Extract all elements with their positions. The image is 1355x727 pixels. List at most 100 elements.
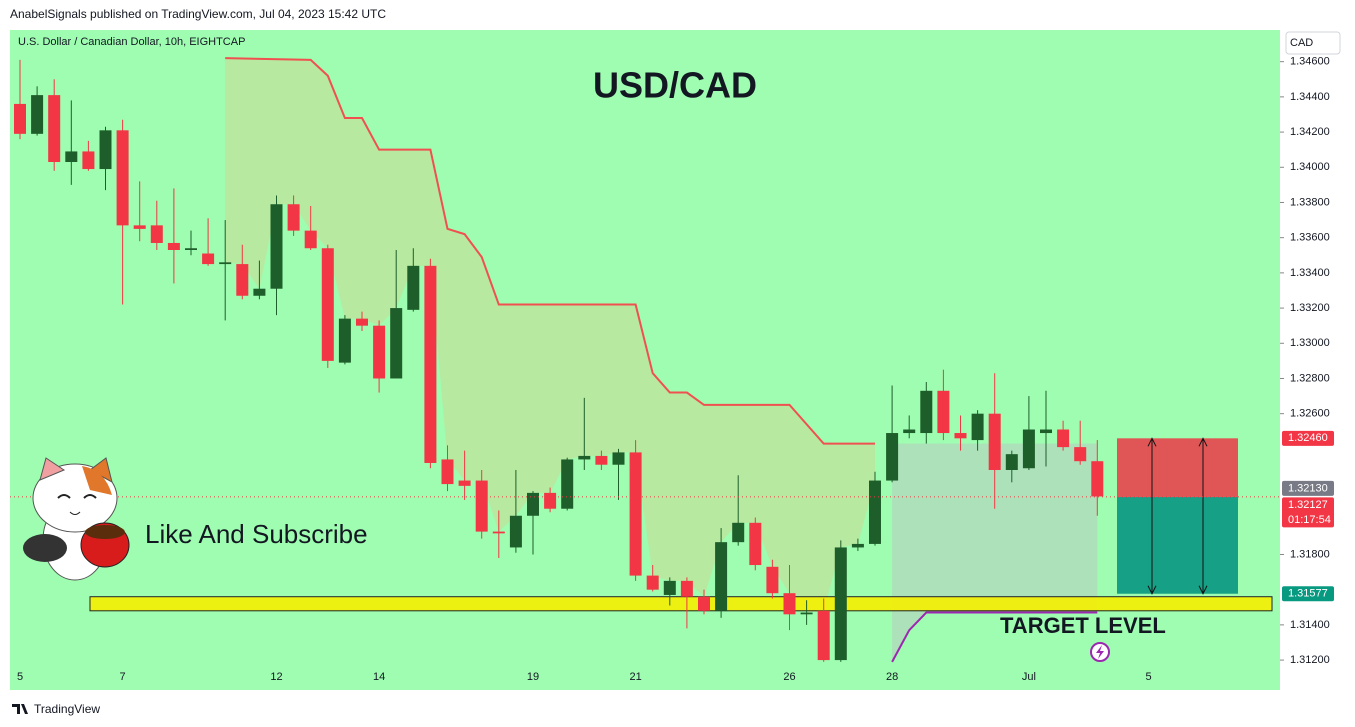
logo [12, 704, 28, 714]
candle-body [646, 575, 659, 590]
candle-body [783, 593, 796, 615]
price-tag [1282, 430, 1334, 446]
x-tick-label: 21 [629, 671, 641, 683]
y-tick-label: 1.31400 [1290, 619, 1330, 631]
y-tick-label: 1.33400 [1290, 267, 1330, 279]
candle-body [544, 492, 557, 509]
price-tag-label: 1.31577 [1288, 588, 1328, 600]
x-tick-label: 7 [120, 671, 126, 683]
y-tick-label: 1.32600 [1290, 408, 1330, 420]
x-tick-label: 12 [270, 671, 282, 683]
candle-body [732, 522, 745, 543]
candle-body [82, 151, 95, 170]
x-tick-label: 19 [527, 671, 539, 683]
candle-body [698, 596, 710, 611]
candle-body [99, 130, 112, 170]
candle-body [612, 452, 625, 465]
candle-body [14, 103, 26, 134]
candle-body [715, 542, 728, 611]
price-axis [1280, 30, 1345, 690]
candle-body [680, 580, 693, 597]
candle-body [150, 225, 163, 243]
candle-body [492, 531, 505, 534]
candle-body [937, 390, 950, 434]
price-tag [1282, 586, 1334, 602]
countdown: 01:17:54 [1288, 514, 1331, 526]
candle-body [475, 480, 488, 532]
candle-body [578, 455, 591, 460]
candle-body [817, 610, 830, 661]
annotation: TARGET LEVEL [1000, 613, 1166, 638]
candle-body [287, 204, 300, 231]
candle-body [373, 325, 386, 379]
x-tick-label: 14 [373, 671, 385, 683]
candle-body [167, 242, 180, 250]
candle-body [851, 543, 864, 548]
candle-body [236, 264, 249, 296]
candle-body [133, 225, 146, 229]
currency-box[interactable] [1285, 31, 1341, 55]
candle-body [869, 480, 881, 544]
candle-body [1005, 454, 1018, 470]
y-tick-label: 1.33000 [1290, 337, 1330, 349]
candle-body [903, 429, 916, 434]
currency[interactable]: CAD [1290, 37, 1313, 49]
y-tick-label: 1.31200 [1290, 654, 1330, 666]
candle-body [356, 318, 368, 326]
candle-body [1091, 461, 1104, 497]
candle-body [424, 265, 437, 463]
candle-body [766, 566, 779, 594]
candle-body [663, 580, 676, 595]
y-tick-label: 1.33800 [1290, 196, 1330, 208]
y-tick-label: 1.34000 [1290, 161, 1330, 173]
target-zone [89, 596, 1273, 612]
position-stop [1117, 438, 1238, 497]
candle-body [116, 130, 129, 226]
candle-body [202, 253, 215, 265]
candle-body [458, 480, 471, 486]
arrow-head [1147, 437, 1157, 595]
trend-fill [225, 58, 875, 613]
candle-body [629, 452, 642, 576]
candle-body [1074, 447, 1087, 462]
x-tick-label: 28 [886, 671, 898, 683]
arrow-head [1198, 437, 1208, 595]
candle-body [509, 515, 522, 548]
candle-body [390, 308, 403, 379]
symbol: U.S. Dollar / Canadian Dollar, 10h, EIGH… [18, 36, 245, 48]
candle-body [527, 492, 539, 516]
candle-body [253, 288, 266, 296]
candle-body [971, 413, 984, 441]
x-tick-label: 5 [17, 671, 23, 683]
x-tick-label: 26 [783, 671, 795, 683]
price-tag [1282, 480, 1334, 496]
candle-body [561, 459, 574, 509]
candle-body [595, 455, 608, 465]
candle-body [441, 459, 454, 485]
flash-bolt [1096, 645, 1104, 659]
candle-body [988, 413, 1001, 470]
y-tick-label: 1.32800 [1290, 372, 1330, 384]
price-tag-label: 1.32127 [1288, 499, 1328, 511]
candle-body [920, 390, 933, 434]
price-tag-label: 1.32460 [1288, 432, 1328, 444]
candle-body [321, 248, 334, 361]
position-target [1117, 496, 1238, 594]
candle-body [1022, 429, 1035, 469]
x-tick-label: 5 [1146, 671, 1152, 683]
candle-body [48, 95, 61, 162]
y-tick-label: 1.33200 [1290, 302, 1330, 314]
candle-body [270, 204, 283, 289]
candle-body [1040, 429, 1052, 434]
candle-body [31, 95, 44, 134]
mascot [23, 457, 130, 581]
candle-body [834, 547, 847, 661]
candle-body [304, 230, 317, 249]
trend-line [225, 57, 875, 445]
annotation: Like And Subscribe [145, 519, 368, 549]
trend2-line [891, 611, 1098, 663]
price-tag [1282, 497, 1334, 528]
candle-body [338, 318, 351, 363]
y-tick-label: 1.33600 [1290, 232, 1330, 244]
